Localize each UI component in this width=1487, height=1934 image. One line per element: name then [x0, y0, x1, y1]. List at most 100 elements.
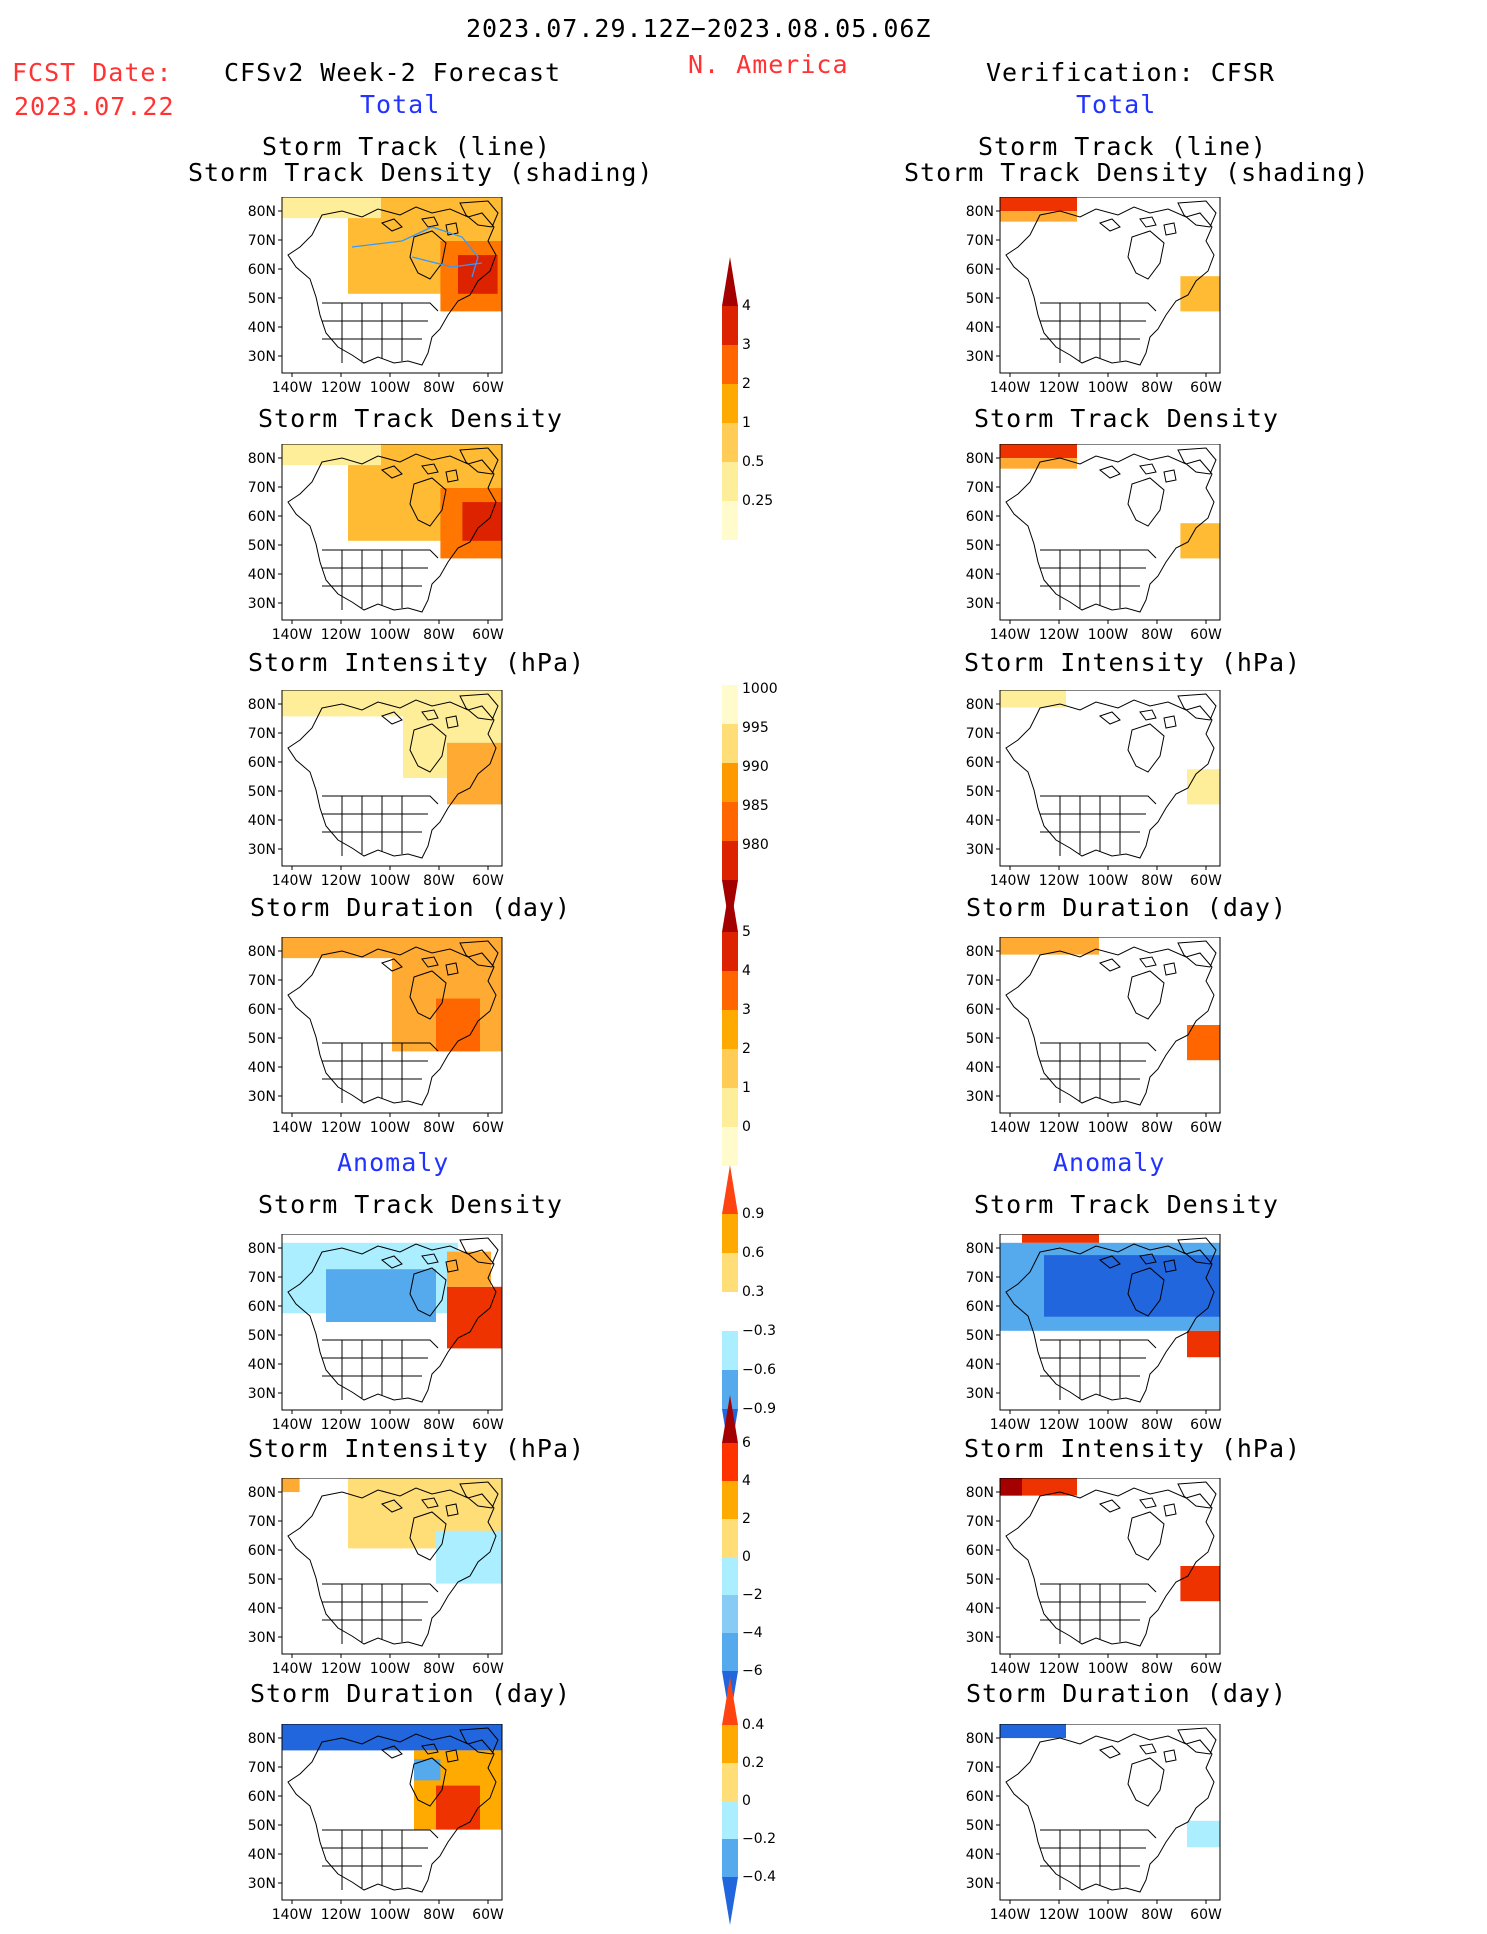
coastline [459, 1727, 499, 1755]
map-frame [999, 1478, 1221, 1655]
colorbar-segment [722, 841, 738, 880]
forecast-title: CFSv2 Week-2 Forecast [224, 58, 562, 87]
lon-tick-label: 140W [272, 627, 313, 643]
colorbar-segment [722, 501, 738, 540]
map-panel-adens-verification: 80N 70N 60N 50N 40N 30N 140W 120W 100W 80W 60W [955, 1234, 1225, 1436]
map-frame [281, 197, 503, 374]
lat-tick-label: 80N [248, 1485, 276, 1501]
coastline [1098, 1743, 1177, 1763]
coastline [409, 1267, 447, 1317]
lon-tick-label: 100W [1088, 627, 1129, 643]
colorbar-label: −0.9 [742, 1401, 776, 1417]
colorbar-label: 5 [742, 924, 751, 940]
lat-tick-label: 60N [966, 262, 994, 278]
title-duration-left: Storm Duration (day) [250, 893, 572, 922]
colorbar-segment [722, 1331, 738, 1370]
colorbar-segment [722, 883, 738, 932]
coastline [1177, 940, 1217, 968]
region-title: N. America [688, 50, 849, 79]
coastline [409, 1511, 447, 1561]
coastline [459, 1237, 499, 1265]
colorbar-label: 3 [742, 1002, 751, 1018]
coastline [1127, 970, 1165, 1020]
colorbar-segment [722, 685, 738, 724]
shading-region [1000, 1724, 1066, 1739]
shading-region [1187, 1330, 1220, 1358]
coastline [459, 200, 499, 228]
shading-region [1187, 769, 1220, 805]
coastline [1177, 693, 1217, 721]
lat-tick-label: 70N [248, 233, 276, 249]
shading-region [1187, 1820, 1220, 1848]
coastline [409, 1757, 447, 1807]
map-frame [281, 444, 503, 621]
colorbar-label: 3 [742, 337, 751, 353]
coastline [409, 970, 447, 1020]
colorbar-segment [722, 1253, 738, 1292]
title-density-anom-right: Storm Track Density [974, 1190, 1279, 1219]
fcst-label: FCST Date: [12, 58, 173, 87]
lat-tick-label: 80N [248, 944, 276, 960]
lat-tick-label: 80N [248, 1731, 276, 1747]
lat-tick-label: 50N [248, 1818, 276, 1834]
lon-tick-label: 80W [423, 1120, 455, 1136]
title-intensity-anom-right: Storm Intensity (hPa) [964, 1434, 1302, 1463]
coastline [380, 1497, 459, 1517]
lon-tick-label: 120W [321, 1661, 362, 1677]
shading-region [1000, 937, 1099, 955]
lat-tick-label: 60N [248, 262, 276, 278]
colorbar-label: −0.4 [742, 1869, 776, 1885]
lon-tick-label: 100W [370, 1661, 411, 1677]
shading-region [1000, 690, 1066, 708]
map-panel-adur-forecast: 80N 70N 60N 50N 40N 30N 140W 120W 100W 80W 60W [237, 1724, 507, 1926]
coastline [380, 956, 459, 976]
lon-tick-label: 80W [1141, 627, 1173, 643]
colorbar-segment [722, 345, 738, 384]
title-track-shading-left: Storm Track Density (shading) [188, 158, 654, 187]
lon-tick-label: 80W [423, 380, 455, 396]
shading-region [282, 1724, 502, 1751]
map-panel-dens-forecast: 80N 70N 60N 50N 40N 30N 140W 120W 100W 80W 60W [237, 444, 507, 646]
lon-tick-label: 80W [1141, 1120, 1173, 1136]
lat-tick-label: 30N [966, 1876, 994, 1892]
colorbar-label: 0 [742, 1549, 751, 1565]
lon-tick-label: 60W [472, 1907, 504, 1923]
colorbar-segment [722, 1214, 738, 1253]
coastline [287, 699, 497, 859]
lat-tick-label: 70N [248, 1760, 276, 1776]
lon-tick-label: 140W [990, 873, 1031, 889]
lat-tick-label: 30N [966, 1386, 994, 1402]
lon-tick-label: 140W [990, 627, 1031, 643]
coastline [1005, 946, 1215, 1106]
colorbar-label: 0.25 [742, 493, 773, 509]
coastline [1040, 1829, 1157, 1839]
coastline [1005, 206, 1215, 366]
lat-tick-label: 60N [966, 1002, 994, 1018]
coastline [380, 709, 459, 729]
lat-tick-label: 40N [248, 1601, 276, 1617]
map-frame [999, 690, 1221, 867]
colorbar-label: 0.3 [742, 1284, 764, 1300]
lon-tick-label: 60W [472, 1661, 504, 1677]
coastline [1098, 463, 1177, 483]
lat-tick-label: 50N [966, 1031, 994, 1047]
lat-tick-label: 60N [248, 1299, 276, 1315]
lat-tick-label: 50N [248, 1328, 276, 1344]
lon-tick-label: 120W [1039, 627, 1080, 643]
shading-region [282, 1478, 300, 1493]
period-title: 2023.07.29.12Z−2023.08.05.06Z [466, 14, 932, 43]
colorbar-segment [722, 1088, 738, 1127]
shading-region [282, 197, 381, 219]
map-panel-dur-forecast: 80N 70N 60N 50N 40N 30N 140W 120W 100W 80W 60W [237, 937, 507, 1139]
lat-tick-label: 60N [248, 1543, 276, 1559]
lat-tick-label: 30N [966, 596, 994, 612]
colorbar-label: 985 [742, 798, 769, 814]
map-frame [281, 1478, 503, 1655]
colorbar-label: 0.9 [742, 1206, 764, 1222]
colorbar-segment [722, 1595, 738, 1633]
coastline [1127, 1757, 1165, 1807]
lon-tick-label: 80W [423, 1661, 455, 1677]
colorbar-segment [722, 1557, 738, 1595]
lat-tick-label: 80N [966, 451, 994, 467]
lon-tick-label: 60W [472, 627, 504, 643]
